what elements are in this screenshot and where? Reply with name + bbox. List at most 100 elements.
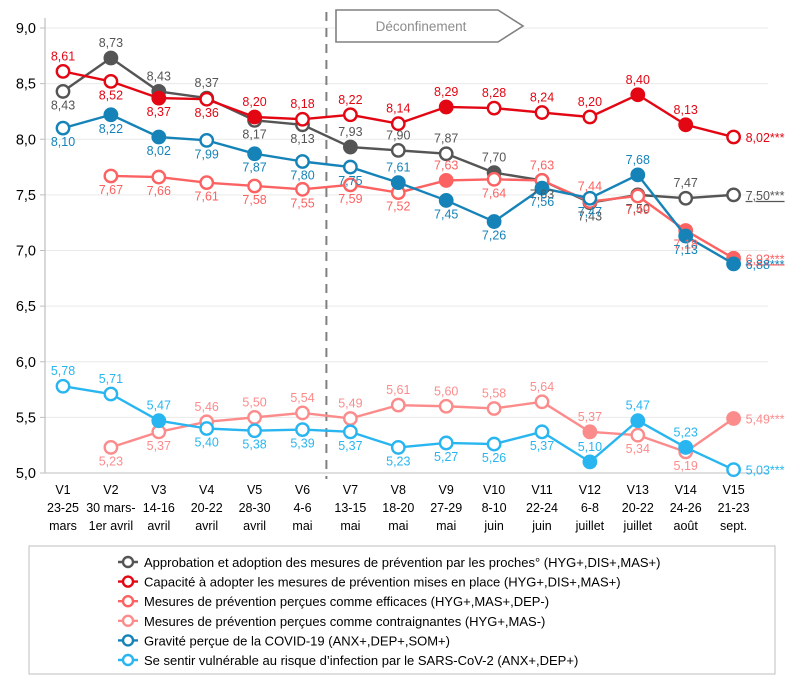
x-axis-date-line1: 4-6 xyxy=(293,501,311,515)
series-gravite-percue-covid xyxy=(55,107,741,272)
data-point-label: 7,75 xyxy=(338,174,362,188)
data-point-label: 8,22 xyxy=(338,93,362,107)
series-line xyxy=(109,174,735,260)
data-point xyxy=(55,120,71,136)
x-axis-category: V12 xyxy=(579,483,601,497)
data-point xyxy=(342,159,358,175)
x-axis-category: V3 xyxy=(151,483,166,497)
series-capacite-adopter xyxy=(55,63,741,145)
data-point-label: 7,52 xyxy=(386,200,410,214)
data-point xyxy=(342,177,358,193)
data-point-label: 8,61 xyxy=(51,49,75,63)
data-point-label: 5,26 xyxy=(482,451,506,465)
data-point-label: 8,22 xyxy=(99,122,123,136)
legend-item-mesures-contraignantes[interactable]: Mesures de prévention perçues comme cont… xyxy=(118,614,545,629)
x-axis-date-line2: mai xyxy=(388,519,408,533)
data-point xyxy=(103,386,119,402)
data-point xyxy=(630,188,646,204)
legend-marker xyxy=(121,595,135,608)
deconfinement-banner xyxy=(335,9,525,43)
data-point-label: 5,58 xyxy=(482,386,506,400)
data-point xyxy=(678,228,694,244)
x-axis-category: V2 xyxy=(103,483,118,497)
data-point xyxy=(151,129,167,145)
data-point xyxy=(678,440,694,455)
data-point-label: 8,24 xyxy=(530,91,554,105)
data-point-label: 7,47 xyxy=(578,205,602,219)
data-point-label: 5,39 xyxy=(290,437,314,451)
data-point xyxy=(582,454,598,470)
data-point xyxy=(55,84,71,99)
x-axis-category: V7 xyxy=(343,483,358,497)
data-point-label: 5,23 xyxy=(99,454,123,468)
data-point-label: 8,28 xyxy=(482,86,506,100)
x-axis-date-line1: 14-16 xyxy=(143,501,175,515)
legend-item-gravite-percue-covid[interactable]: Gravité perçue de la COVID-19 (ANX+,DEP+… xyxy=(118,633,450,648)
data-point xyxy=(342,424,358,440)
data-point-label: 5,37 xyxy=(578,410,602,424)
gridlines: 9,0 8,5 8,0 7,5 7,0 6,5 6,0 5,5 5,0 xyxy=(16,21,768,482)
data-point-label: 8,43 xyxy=(147,69,171,83)
data-point xyxy=(486,214,502,229)
y-axis-tick-label: 7,0 xyxy=(16,244,36,260)
data-point xyxy=(199,132,215,148)
series-line xyxy=(109,400,735,454)
data-point-label: 5,19 xyxy=(674,459,698,473)
x-axis-category: V11 xyxy=(531,483,552,497)
legend-marker xyxy=(121,555,135,569)
data-point xyxy=(438,99,454,115)
data-point xyxy=(295,405,310,421)
x-axis-date-line1: 30 mars- xyxy=(86,501,135,515)
data-point-label: 8,02 xyxy=(147,144,171,158)
data-point-label: 7,18 xyxy=(674,237,698,251)
data-point xyxy=(295,154,310,169)
legend-item-mesures-efficaces[interactable]: Mesures de prévention perçues comme effi… xyxy=(118,594,549,609)
data-point-label: 8,40 xyxy=(626,73,650,87)
legend-item-vulnerable-sars-cov-2[interactable]: Se sentir vulnérable au risque d’infecti… xyxy=(118,653,578,668)
data-point xyxy=(199,91,215,107)
y-axis-tick-label: 9,0 xyxy=(16,21,36,37)
legend-label: Mesures de prévention perçues comme effi… xyxy=(144,594,549,609)
data-point-label: 5,50 xyxy=(242,395,266,409)
x-axis-date-line2: juillet xyxy=(623,519,653,533)
x-axis-labels: V1 23-25 mars V2 30 mars- 1er avril V3 14-16 avr… xyxy=(47,483,750,533)
data-point xyxy=(199,175,215,191)
data-point xyxy=(390,440,406,455)
data-point-label: 5,46 xyxy=(195,400,219,414)
data-point xyxy=(582,424,598,440)
data-point-label: 8,13 xyxy=(290,132,314,146)
data-point xyxy=(582,109,598,125)
x-axis-date-line1: 28-30 xyxy=(239,501,271,515)
data-point-label: 5,37 xyxy=(147,439,171,453)
data-point-label: 7,93 xyxy=(338,125,362,139)
data-point-label: 5,40 xyxy=(195,436,219,450)
data-point xyxy=(342,139,358,155)
x-axis-category: V14 xyxy=(675,483,697,497)
data-point-label: 7,55 xyxy=(290,196,314,210)
x-axis-category: V9 xyxy=(439,483,454,497)
legend-item-approbation-adoption[interactable]: Approbation et adoption des mesures de p… xyxy=(118,555,660,570)
data-point-label: 7,70 xyxy=(482,151,506,165)
data-point-label: 5,27 xyxy=(434,450,458,464)
x-axis-date-line2: juin xyxy=(531,519,552,533)
data-point-label: 7,64 xyxy=(482,186,506,200)
x-axis-date-line2: sept. xyxy=(720,519,747,533)
data-point xyxy=(438,173,454,188)
x-axis-date-line1: 20-22 xyxy=(191,501,223,515)
data-point-label: 8,43 xyxy=(51,98,75,112)
y-axis-tick-label: 8,5 xyxy=(16,77,36,93)
data-point xyxy=(103,50,119,66)
x-axis-category: V13 xyxy=(627,483,649,497)
x-axis-date-line2: juillet xyxy=(575,519,605,533)
data-point xyxy=(630,413,646,429)
data-point xyxy=(342,411,358,426)
legend-item-capacite-adopter[interactable]: Capacité à adopter les mesures de préven… xyxy=(118,575,621,590)
data-point xyxy=(678,190,694,206)
data-point xyxy=(103,107,119,123)
data-point xyxy=(390,142,406,158)
data-point xyxy=(726,256,741,272)
data-point xyxy=(582,190,598,206)
data-point xyxy=(486,401,502,416)
